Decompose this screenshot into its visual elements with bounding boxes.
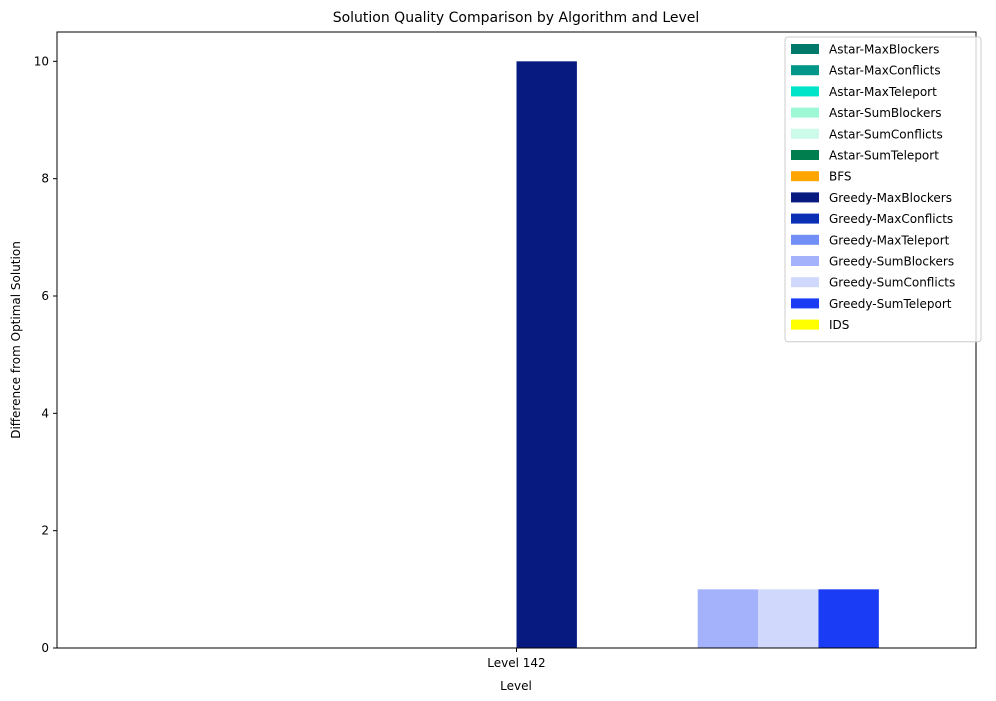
legend-label: BFS (829, 170, 852, 184)
legend-label: Greedy-MaxConflicts (829, 212, 953, 226)
legend-label: Greedy-SumConflicts (829, 276, 955, 290)
legend-label: Greedy-SumBlockers (829, 255, 954, 269)
chart-title: Solution Quality Comparison by Algorithm… (333, 10, 700, 26)
bars-group (516, 61, 879, 648)
legend: Astar-MaxBlockers Astar-MaxConflicts Astar… (784, 36, 982, 343)
y-tick-label: 10 (34, 54, 49, 68)
legend-swatch (791, 150, 819, 160)
legend-swatch (791, 171, 819, 182)
x-axis-label: Level (500, 679, 532, 693)
legend-swatch (791, 298, 819, 309)
legend-label: IDS (829, 318, 849, 332)
legend-swatch (791, 44, 819, 54)
legend-swatch (791, 192, 819, 203)
y-tick-label: 6 (41, 289, 49, 303)
legend-swatch (791, 213, 819, 224)
legend-swatch (791, 107, 819, 118)
bar-greedy-maxblockers (516, 61, 577, 648)
y-tick-label: 8 (41, 172, 49, 186)
legend-box (784, 36, 982, 343)
legend-label: Astar-SumBlockers (829, 106, 942, 120)
legend-swatch (791, 128, 819, 139)
legend-swatch (791, 234, 819, 245)
legend-label: Astar-MaxConflicts (829, 64, 941, 78)
bar-greedy-sumblockers (697, 589, 759, 648)
legend-swatch (791, 256, 819, 266)
y-tick-label: 0 (41, 641, 49, 655)
y-tick-label: 2 (41, 524, 49, 538)
x-tick-label: Level 142 (487, 656, 545, 670)
legend-label: Astar-MaxBlockers (829, 43, 939, 57)
legend-swatch (791, 277, 819, 288)
legend-label: Astar-SumTeleport (829, 149, 939, 163)
legend-swatch (791, 65, 819, 76)
y-tick-label: 4 (41, 406, 49, 420)
legend-label: Greedy-MaxTeleport (829, 233, 950, 247)
y-axis: 0 2 4 6 8 10 (34, 54, 57, 655)
y-axis-label: Difference from Optimal Solution (9, 241, 23, 439)
bar-greedy-sumteleport (818, 589, 879, 648)
legend-label: Astar-MaxTeleport (829, 85, 937, 99)
legend-label: Greedy-MaxBlockers (829, 191, 952, 205)
legend-swatch (791, 319, 819, 330)
bar-greedy-sumconflicts (758, 589, 819, 648)
legend-label: Greedy-SumTeleport (829, 297, 952, 311)
legend-label: Astar-SumConflicts (829, 127, 943, 141)
x-axis: Level 142 (487, 648, 546, 670)
legend-swatch (791, 86, 819, 97)
